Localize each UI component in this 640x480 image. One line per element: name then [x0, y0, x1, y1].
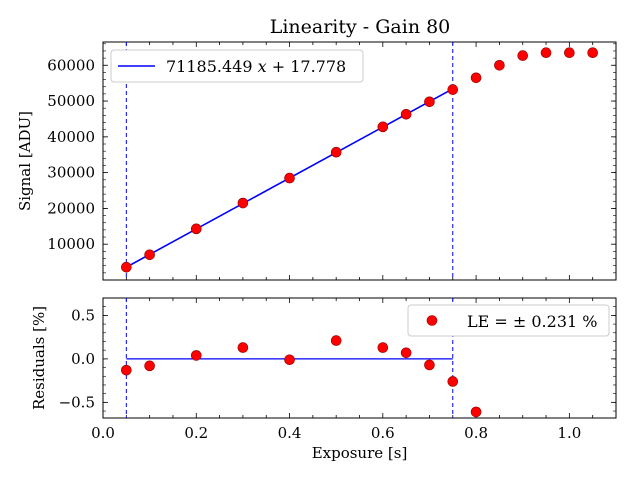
signal-data-point [540, 47, 552, 59]
signal-axis-label: Signal [ADU] [16, 111, 34, 211]
signal-y-tick-label: 60000 [47, 56, 95, 74]
residuals-data-point [330, 335, 342, 346]
signal-data-point [587, 47, 598, 59]
exposure-axis-label: Exposure [s] [312, 444, 408, 462]
residuals-data-point [470, 406, 482, 418]
residuals-panel: 0.0 0.2 0.4 0.6 0.8 1.0 −0.5 0.0 0.5 LE = ± 0.23… [30, 297, 617, 462]
residuals-data-point [121, 364, 132, 376]
residuals-legend-box [407, 304, 610, 337]
signal-data-point [284, 172, 295, 184]
residuals-data-point [237, 342, 249, 353]
residuals-data-point [144, 360, 155, 372]
signal-data-point [121, 261, 132, 273]
signal-data-point [494, 59, 505, 71]
signal-y-tick-label: 50000 [47, 92, 95, 110]
signal-legend-label: 71185.449 x + 17.778 [166, 57, 346, 76]
signal-y-tick-label: 40000 [47, 128, 95, 146]
residuals-data-point [447, 376, 459, 387]
residuals-data-point [377, 342, 389, 353]
signal-data-point [470, 72, 482, 84]
residuals-x-tick-label: 0.6 [371, 424, 395, 442]
residuals-data-point [400, 347, 412, 359]
signal-y-tick-label: 20000 [47, 199, 95, 217]
signal-data-point [564, 47, 575, 59]
residuals-legend: LE = ± 0.231 % [407, 304, 610, 337]
signal-data-point [144, 249, 155, 261]
signal-data-point [517, 50, 529, 61]
residuals-x-tick-label: 0.0 [91, 424, 115, 442]
signal-legend-box [110, 49, 364, 83]
residuals-axis-label: Residuals [%] [30, 306, 48, 410]
fit-intercept-text: + 17.778 [267, 57, 347, 76]
signal-data-point [447, 84, 459, 95]
residuals-x-tick-label: 0.8 [464, 424, 488, 442]
residuals-y-tick-label: 0.0 [71, 350, 95, 368]
signal-panel: 10000 20000 30000 40000 50000 60000 71185.449… [16, 41, 617, 281]
residuals-y-tick-label: 0.5 [71, 306, 95, 324]
residuals-data-point [284, 354, 295, 366]
residuals-x-tick-label: 0.2 [184, 424, 208, 442]
fit-variable-text: x [258, 57, 267, 76]
signal-data-point [237, 197, 249, 209]
residuals-legend-label: LE = ± 0.231 % [467, 312, 597, 331]
residuals-legend-marker [426, 315, 438, 326]
residuals-x-tick-label: 0.4 [278, 424, 302, 442]
signal-data-point [424, 96, 435, 108]
signal-data-point [377, 121, 389, 133]
chart-title: Linearity - Gain 80 [270, 16, 451, 38]
signal-data-point [400, 108, 412, 120]
signal-data-point [190, 223, 202, 235]
signal-legend: 71185.449 x + 17.778 [110, 49, 364, 83]
signal-data-point [330, 146, 342, 158]
residuals-x-tick-label: 1.0 [557, 424, 581, 442]
fit-slope-text: 71185.449 [166, 57, 258, 76]
residuals-data-point [424, 359, 435, 371]
residuals-y-tick-label: −0.5 [59, 393, 95, 411]
signal-y-tick-label: 10000 [47, 235, 95, 253]
residuals-data-point [190, 350, 202, 361]
signal-y-tick-label: 30000 [47, 164, 95, 182]
